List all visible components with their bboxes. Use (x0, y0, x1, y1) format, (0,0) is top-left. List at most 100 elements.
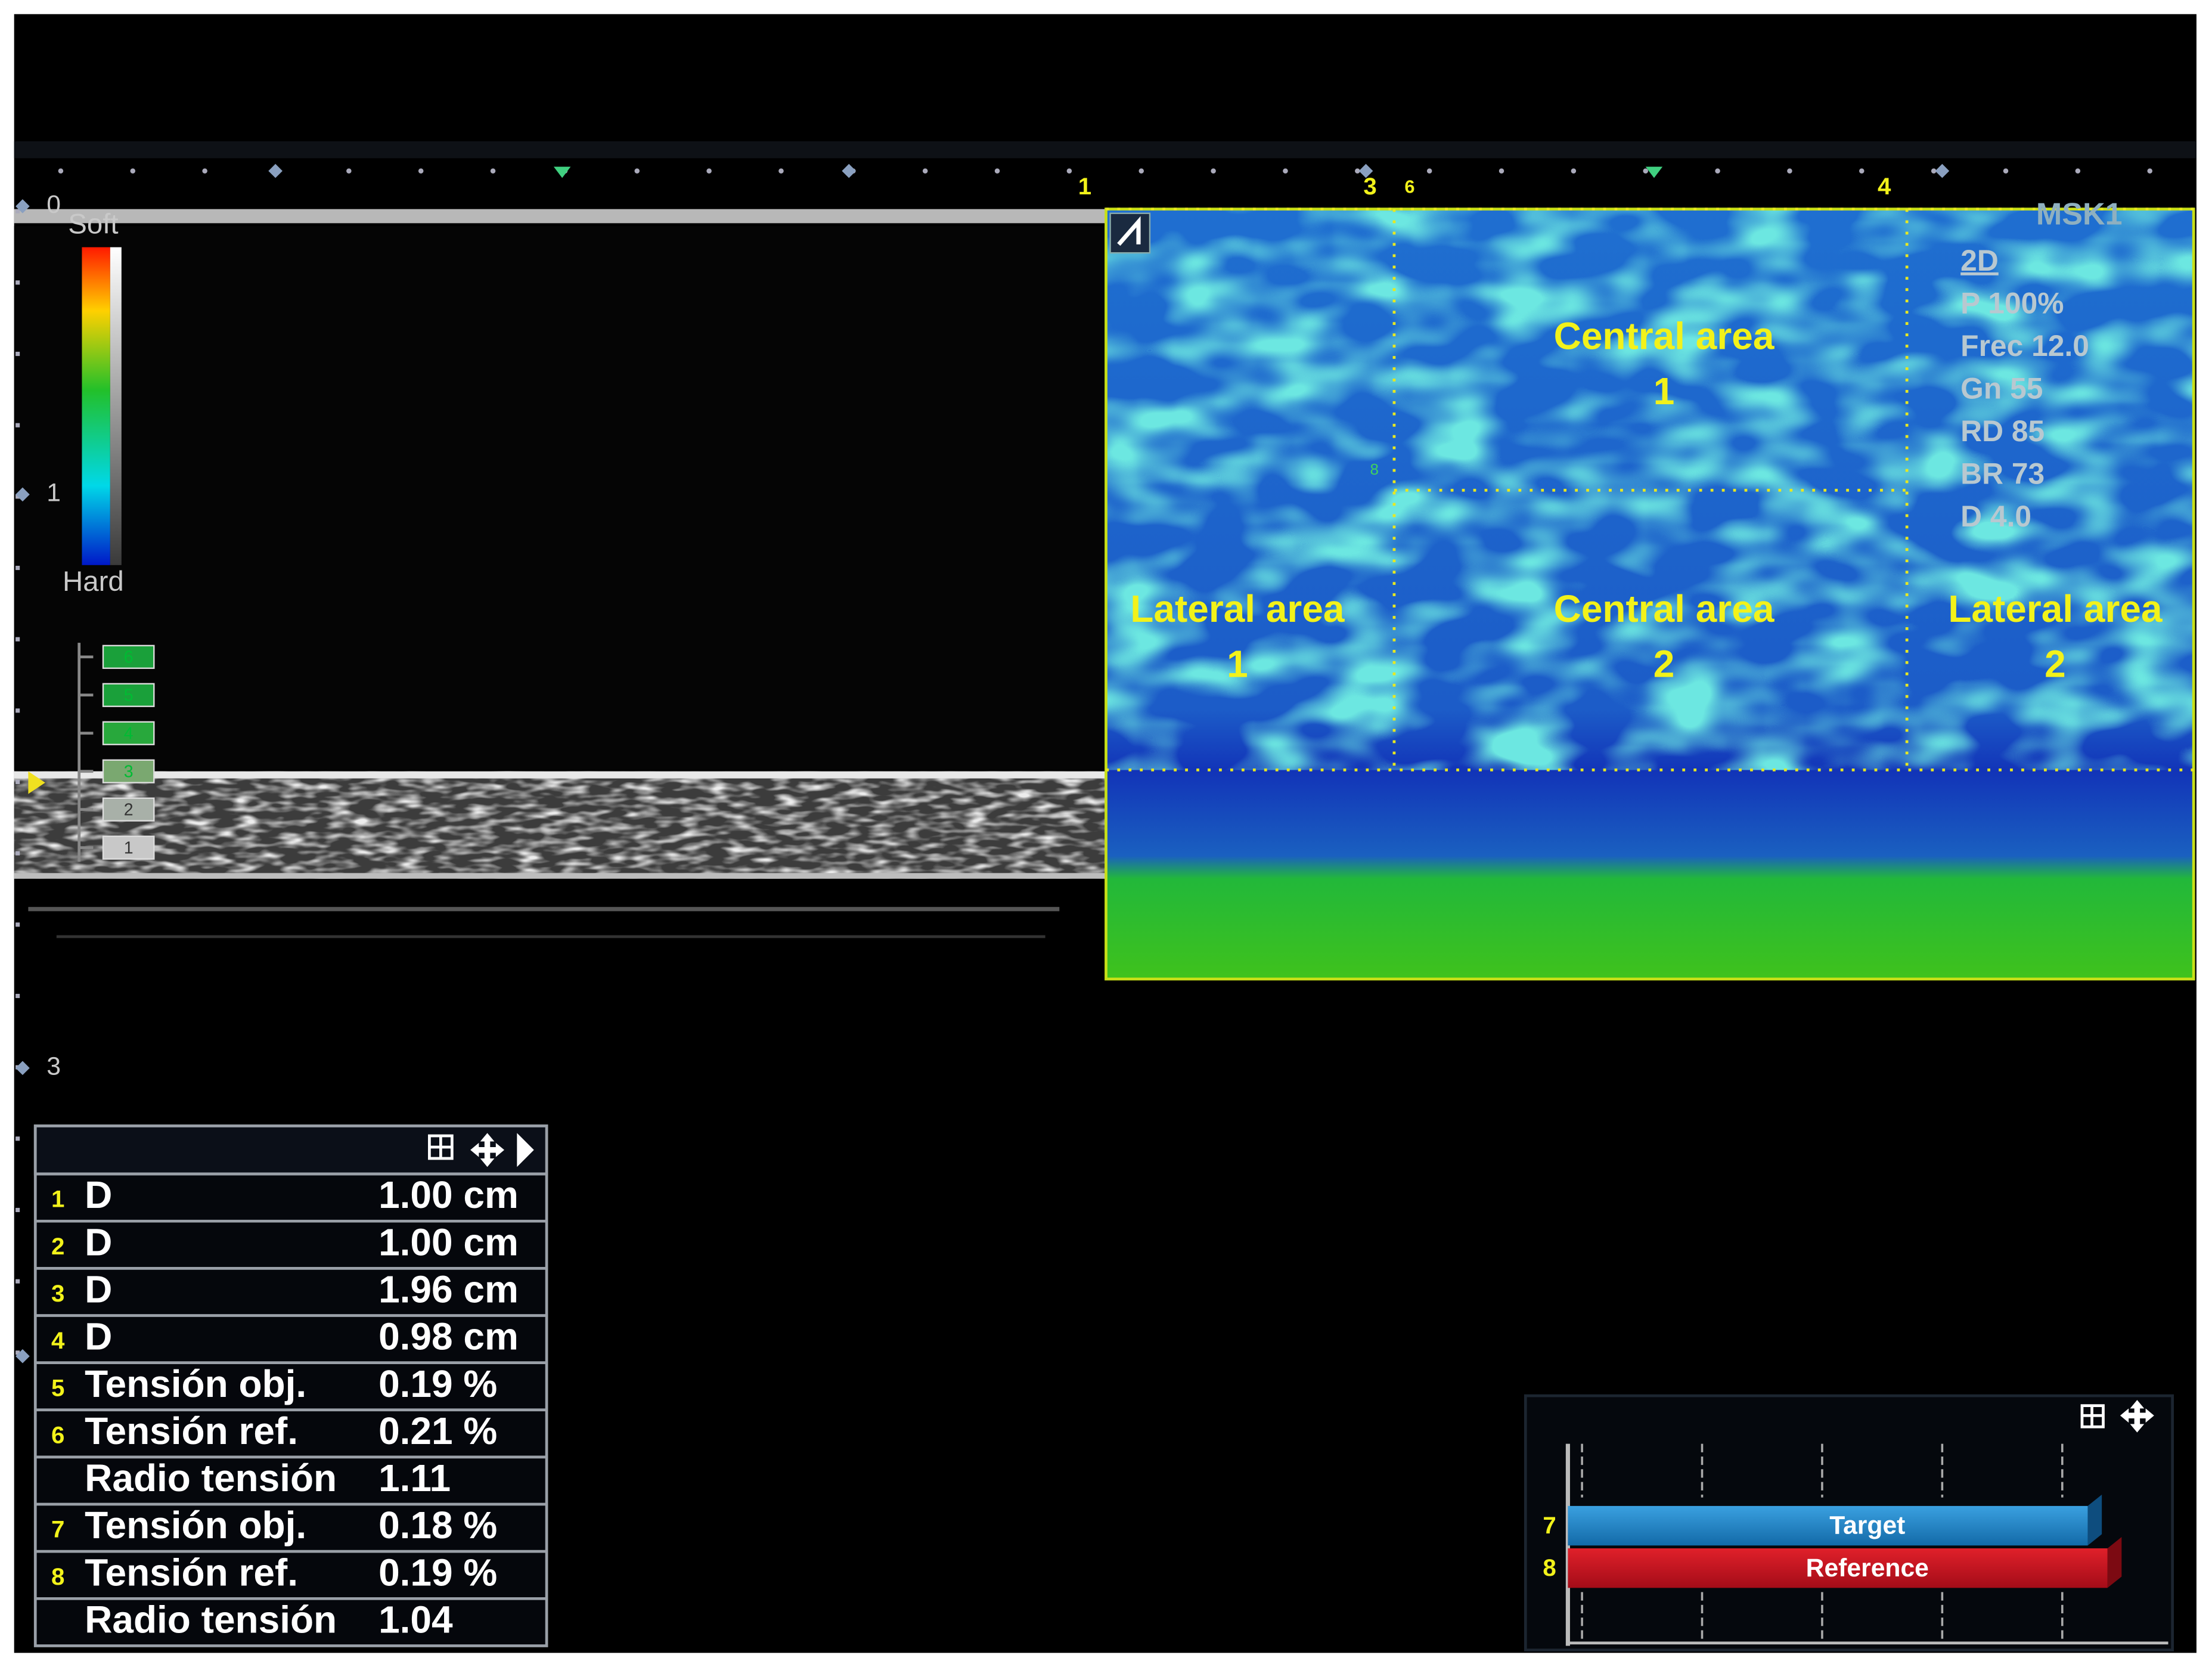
region-number: 2 (1653, 642, 1675, 685)
row-label: Radio tensión (85, 1457, 337, 1499)
ruler-dot (1931, 168, 1937, 173)
row-index: 8 (51, 1563, 64, 1590)
ruler-band (14, 141, 2197, 159)
region-name: Lateral area (1948, 587, 2163, 630)
move-icon[interactable] (2120, 1400, 2154, 1433)
focus-marker (1645, 166, 1663, 178)
scale-label: Soft (68, 209, 118, 240)
strain-bar (1568, 1548, 2108, 1588)
row-value: 0.19 % (379, 1551, 497, 1594)
depth-tick (15, 779, 20, 785)
row-label: Tensión ref. (85, 1409, 298, 1452)
strain-bar-panel: 7 Target 8 Reference (1524, 1394, 2174, 1651)
ruler-dot (922, 168, 928, 173)
ruler-dot (418, 168, 424, 173)
ruler-dot (1283, 168, 1288, 173)
ruler-dot (1426, 168, 1432, 173)
ruler-dot (994, 168, 1000, 173)
depth-tick (15, 851, 20, 856)
ruler-dot (202, 168, 207, 173)
depth-tick (15, 637, 20, 642)
ruler-marker: 1 (1078, 173, 1091, 200)
elastography-box (1105, 207, 2195, 981)
color-scale (82, 247, 110, 565)
row-value: 1.00 cm (379, 1220, 519, 1263)
ruler-dot (490, 168, 496, 173)
ruler-dot (2147, 168, 2152, 173)
ruler-dot (706, 168, 712, 173)
focus-pointer (28, 771, 45, 794)
ruler-dot (58, 168, 64, 173)
move-icon[interactable] (470, 1133, 504, 1167)
tissue-top-edge (14, 771, 1106, 779)
region-marker: 8 (1370, 460, 1379, 478)
scale-label: Hard (63, 566, 124, 597)
quality-level: 2 (124, 801, 134, 820)
ruler-marker: 3 (1363, 173, 1376, 200)
quality-box (102, 683, 155, 707)
depth-tick (15, 1207, 20, 1213)
row-label: Radio tensión (85, 1598, 337, 1641)
depth-tick (15, 922, 20, 927)
deep-echo (28, 907, 1060, 912)
row-value: 0.21 % (379, 1409, 497, 1452)
depth-tick (15, 1350, 20, 1355)
setting: P 100% (1960, 286, 2064, 320)
ruler-diamond (842, 163, 857, 178)
row-value: 0.18 % (379, 1504, 497, 1547)
quality-level: 4 (124, 724, 134, 743)
depth-tick (15, 708, 20, 713)
preset: MSK1 (2036, 197, 2123, 231)
expand-arrow[interactable] (517, 1133, 534, 1167)
row-label: D (85, 1315, 112, 1358)
row-value: 0.98 cm (379, 1315, 519, 1358)
roi-lines (1106, 207, 2194, 771)
row-value: 1.11 (379, 1457, 451, 1499)
setting: 2D (1960, 244, 1999, 277)
focus-marker (553, 166, 571, 178)
row-value: 1.00 cm (379, 1173, 519, 1216)
region-name: Central area (1554, 587, 1774, 630)
skin-line (14, 209, 1106, 224)
row-value: 1.04 (379, 1598, 453, 1641)
ruler-dot (634, 168, 640, 173)
ruler-dot (1211, 168, 1216, 173)
depth-tick (15, 1279, 20, 1284)
quality-level: 3 (124, 763, 134, 782)
ruler-dot (130, 168, 136, 173)
region-name: Lateral area (1130, 587, 1345, 630)
row-label: D (85, 1173, 112, 1216)
region-number: 1 (1653, 370, 1675, 413)
table-header (33, 1124, 548, 1176)
ruler-dot (1138, 168, 1144, 173)
ruler-dot (1715, 168, 1720, 173)
b-mode-image (14, 209, 1106, 938)
row-value: 1.96 cm (379, 1268, 519, 1311)
ruler-dot (1643, 168, 1649, 173)
region-number: 2 (2045, 642, 2066, 685)
region-number: 1 (1227, 642, 1248, 685)
strain-bar (1568, 1505, 2088, 1546)
bar-index: 7 (1543, 1512, 1556, 1539)
setting: D 4.0 (1960, 500, 2031, 533)
tissue-bottom-edge (14, 873, 1106, 879)
bar-label: Target (1829, 1511, 1905, 1540)
table-frame (33, 1124, 548, 1647)
quality-box (102, 645, 155, 669)
quality-level: 1 (124, 839, 134, 858)
ruler-dot (1787, 168, 1792, 173)
bar-depth (2107, 1537, 2122, 1588)
ruler-dot (1066, 168, 1072, 173)
setting: Gn 55 (1960, 372, 2043, 405)
row-index: 3 (51, 1280, 64, 1307)
gel-layer (14, 226, 1106, 770)
ruler-dot (1859, 168, 1864, 173)
depth-tick (15, 352, 20, 357)
row-label: Tensión obj. (85, 1362, 306, 1405)
depth-tick (15, 1136, 20, 1141)
bar-label: Reference (1806, 1554, 1929, 1582)
setting: BR 73 (1960, 457, 2045, 491)
row-index: 2 (51, 1233, 64, 1260)
depth-tick (15, 280, 20, 285)
quality-box (102, 759, 155, 783)
